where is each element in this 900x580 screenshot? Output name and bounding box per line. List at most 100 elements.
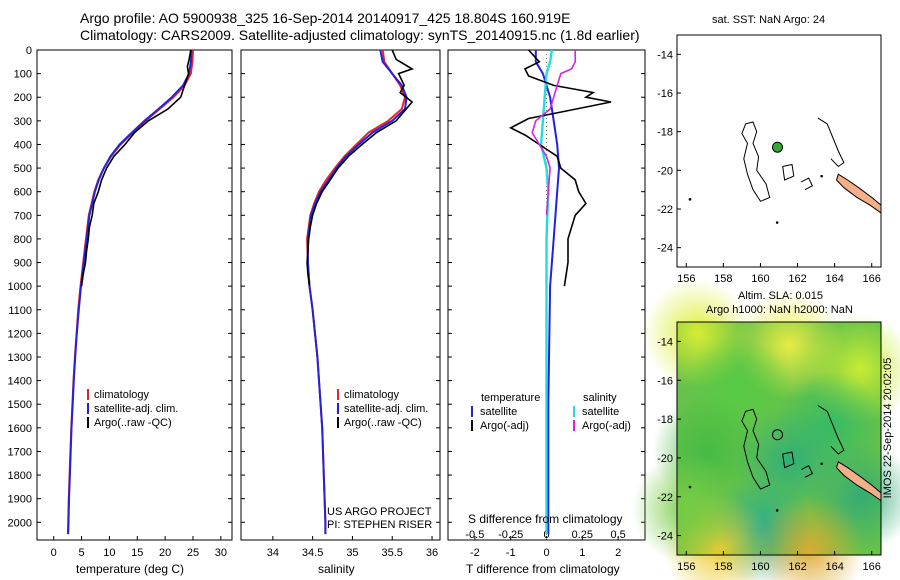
map-island-west-1 (741, 408, 771, 490)
depth-tick-label-7: 700 (14, 210, 32, 222)
depth-tick-label-3: 300 (14, 116, 32, 128)
temp-xtick-label-5: 25 (187, 547, 199, 559)
map-reef-0 (835, 173, 882, 214)
temperature-xlabel: temperature (deg C) (76, 562, 185, 576)
profile-frame-1 (240, 49, 441, 541)
legend-label-1-1: satellite-adj. clim. (344, 403, 428, 415)
map-dot-0-0 (688, 198, 692, 201)
map-xtick-label-0-5: 166 (863, 273, 881, 285)
map-ytick-label-0-4: -22 (657, 204, 673, 216)
map-dot-1-0 (688, 485, 692, 489)
depth-tick-label-19: 1900 (8, 494, 32, 506)
map-ytick-label-1-5: -24 (657, 531, 673, 543)
map-float-marker-1 (771, 429, 783, 441)
map-ytick-label-0-1: -16 (657, 88, 673, 100)
map-xtick-label-0-4: 164 (825, 273, 843, 285)
salinity-xlabel: salinity (318, 562, 355, 576)
map-ytick-label-1-2: -18 (657, 414, 673, 426)
depth-tick-label-18: 1800 (8, 470, 32, 482)
header-line-1: Argo profile: AO 5900938_325 16-Sep-2014… (80, 10, 571, 26)
sal-xtick-label-1: 34.5 (302, 547, 323, 559)
depth-tick-label-13: 1300 (8, 352, 32, 364)
temp-xtick-label-3: 15 (131, 547, 143, 559)
depth-tick-label-14: 1400 (8, 376, 32, 388)
map-island-west-0 (741, 121, 771, 202)
depth-tick-label-5: 500 (14, 163, 32, 175)
temp-xtick-label-4: 20 (159, 547, 171, 559)
depth-tick-label-9: 900 (14, 258, 32, 270)
map-xtick-label-0-0: 156 (677, 273, 695, 285)
map-ytick-label-1-1: -16 (657, 375, 673, 387)
map-ytick-label-0-0: -14 (657, 49, 673, 61)
sal-xtick-label-3: 35.5 (382, 547, 403, 559)
depth-tick-label-11: 1100 (8, 305, 32, 317)
sst-map-title: sat. SST: NaN Argo: 24 (712, 14, 826, 26)
map-xtick-label-1-4: 164 (825, 561, 843, 573)
diff-ssat-line (539, 49, 554, 535)
map-dot-1-1 (820, 462, 823, 466)
map-island-mid-1 (782, 451, 795, 469)
map-dot-1-2 (775, 509, 779, 512)
sal-argo-line (306, 49, 414, 287)
diff-xtick-label-3: 1 (579, 547, 585, 559)
map-ytick-label-0-2: -18 (657, 127, 673, 139)
diff-xtick2-label-1: -0.25 (498, 529, 523, 541)
legend-label-0-2: Argo(..raw -QC) (94, 417, 172, 429)
depth-tick-label-1: 100 (14, 69, 32, 81)
depth-tick-label-4: 400 (14, 139, 32, 151)
diff-xlabel2: S difference from climatology (468, 512, 623, 526)
legend-label-1-2: Argo(..raw -QC) (344, 417, 422, 429)
diff-legend-title-left: temperature (481, 392, 540, 404)
map-xtick-label-0-1: 158 (714, 273, 732, 285)
diff-xtick-label-0: -2 (470, 547, 480, 559)
diff-xtick-label-1: -1 (506, 547, 516, 559)
annotation-project: US ARGO PROJECT (327, 506, 432, 518)
diff-xtick2-label-3: 0.25 (572, 529, 593, 541)
diff-xtick-label-4: 2 (615, 547, 621, 559)
diff-legend-label-3: Argo(-adj) (582, 420, 631, 432)
diff-xtick2-label-0: -0.5 (465, 529, 484, 541)
diff-legend-title-right: salinity (583, 392, 617, 404)
profile-frame-0 (36, 49, 233, 541)
annotation-pi: PI: STEPHEN RISER (327, 519, 433, 531)
map-xtick-label-1-5: 166 (863, 561, 881, 573)
temp-argo-line (80, 49, 192, 287)
map-xtick-label-1-2: 160 (751, 561, 769, 573)
depth-tick-label-17: 1700 (8, 446, 32, 458)
map-reef-1 (835, 461, 882, 502)
sla-map-title-2: Argo h1000: NaN h2000: NaN (706, 304, 853, 316)
temp-sat-line (67, 49, 193, 535)
map-dot-0-1 (820, 174, 823, 178)
map-float-marker-0 (771, 141, 783, 153)
depth-tick-label-12: 1200 (8, 328, 32, 340)
diff-legend-label-0: satellite (480, 406, 517, 418)
map-ytick-label-0-5: -24 (657, 243, 673, 255)
map-ytick-label-1-4: -22 (657, 492, 673, 504)
depth-tick-label-8: 800 (14, 234, 32, 246)
diff-tsat-line (534, 50, 561, 535)
map-ytick-label-0-3: -20 (657, 165, 673, 177)
map-dot-0-2 (775, 221, 779, 224)
temp-xtick-label-1: 5 (79, 547, 85, 559)
sal-xtick-label-0: 34 (267, 547, 279, 559)
diff-xtick2-label-4: 0.5 (610, 529, 625, 541)
map-frame-1 (676, 321, 882, 556)
depth-tick-label-2: 200 (14, 92, 32, 104)
sla-heatmap-blob-11 (632, 453, 743, 564)
sal-xtick-label-4: 36 (426, 547, 438, 559)
depth-tick-label-16: 1600 (8, 423, 32, 435)
map-xtick-label-0-3: 162 (788, 273, 806, 285)
map-xtick-label-1-0: 156 (677, 561, 695, 573)
diff-xlabel: T difference from climatology (466, 562, 620, 576)
sal-sat-line (306, 49, 408, 535)
depth-tick-label-6: 600 (14, 187, 32, 199)
map-coast-1 (817, 405, 845, 455)
map-xtick-label-1-3: 162 (788, 561, 806, 573)
map-ytick-label-1-3: -20 (657, 453, 673, 465)
depth-tick-label-20: 2000 (8, 517, 32, 529)
sal-xtick-label-2: 35 (346, 547, 358, 559)
sla-map-title-1: Altim. SLA: 0.015 (738, 290, 823, 302)
map-coast-0 (817, 117, 845, 168)
